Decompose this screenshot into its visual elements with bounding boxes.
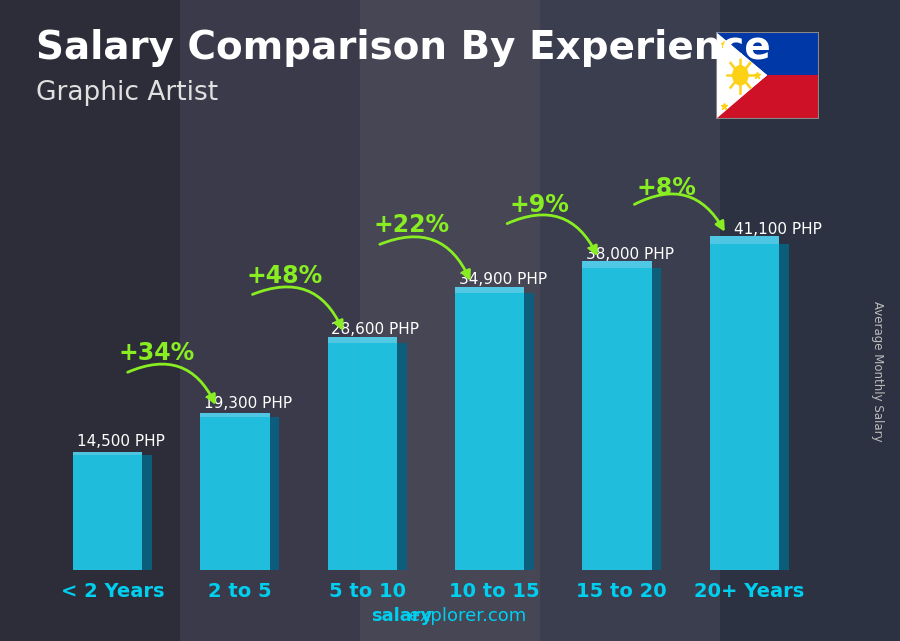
Bar [582, 269, 652, 570]
Bar [0, 0, 180, 641]
Circle shape [733, 66, 748, 85]
Bar [328, 343, 397, 570]
Bar [525, 293, 534, 570]
Bar [720, 0, 900, 641]
Text: Average Monthly Salary: Average Monthly Salary [871, 301, 884, 442]
Polygon shape [709, 237, 779, 244]
FancyArrowPatch shape [634, 194, 724, 229]
Bar [180, 0, 360, 641]
Polygon shape [716, 32, 819, 76]
Text: 14,500 PHP: 14,500 PHP [76, 434, 165, 449]
Text: explorer.com: explorer.com [410, 607, 526, 625]
Text: 28,600 PHP: 28,600 PHP [331, 322, 419, 337]
Bar [397, 343, 407, 570]
Bar [270, 417, 279, 570]
Bar [360, 0, 540, 641]
FancyArrowPatch shape [380, 237, 470, 278]
Polygon shape [454, 287, 525, 293]
Bar [454, 293, 525, 570]
Polygon shape [716, 76, 819, 119]
Bar [779, 244, 788, 570]
FancyArrowPatch shape [128, 364, 214, 403]
Text: salary: salary [371, 607, 432, 625]
Bar [709, 244, 779, 570]
Text: 19,300 PHP: 19,300 PHP [204, 395, 292, 411]
Bar [540, 0, 720, 641]
Text: +22%: +22% [374, 213, 450, 237]
Text: +48%: +48% [247, 263, 322, 288]
Bar [142, 455, 152, 570]
Text: 34,900 PHP: 34,900 PHP [459, 272, 547, 287]
Text: +9%: +9% [509, 193, 569, 217]
Polygon shape [328, 337, 397, 343]
Polygon shape [73, 451, 142, 455]
Text: +8%: +8% [636, 176, 697, 200]
Text: +34%: +34% [119, 342, 195, 365]
Bar [652, 269, 662, 570]
Bar [73, 455, 142, 570]
Text: 38,000 PHP: 38,000 PHP [586, 247, 674, 262]
Text: 41,100 PHP: 41,100 PHP [734, 222, 822, 237]
Bar [201, 417, 270, 570]
Polygon shape [201, 413, 270, 417]
FancyArrowPatch shape [253, 287, 342, 328]
FancyArrowPatch shape [507, 215, 597, 254]
Text: Salary Comparison By Experience: Salary Comparison By Experience [36, 29, 770, 67]
Text: Graphic Artist: Graphic Artist [36, 80, 218, 106]
Polygon shape [716, 32, 767, 119]
Polygon shape [582, 262, 652, 269]
